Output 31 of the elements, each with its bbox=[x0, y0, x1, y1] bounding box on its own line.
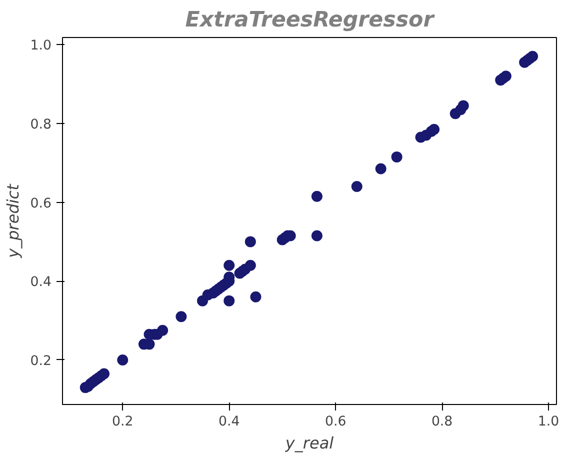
x-tick-label: 0.2 bbox=[112, 414, 134, 430]
point bbox=[117, 354, 128, 366]
point bbox=[500, 70, 512, 82]
point bbox=[391, 151, 402, 162]
y-tick-label: 0.4 bbox=[30, 275, 52, 290]
x-tick-label: 0.8 bbox=[431, 414, 453, 430]
y-tick-label: 0.8 bbox=[30, 117, 52, 132]
y-tick-label: 0.2 bbox=[30, 354, 52, 369]
point bbox=[311, 230, 322, 242]
point bbox=[176, 311, 187, 322]
point bbox=[351, 181, 362, 192]
point bbox=[98, 368, 110, 380]
point bbox=[244, 236, 256, 248]
point bbox=[244, 260, 256, 271]
x-tick-label: 0.6 bbox=[324, 414, 346, 430]
x-axis-title: y_real bbox=[284, 434, 334, 452]
point bbox=[224, 260, 235, 271]
point bbox=[250, 291, 262, 302]
y-axis-title: y_predict bbox=[3, 183, 22, 259]
point bbox=[224, 295, 235, 306]
point bbox=[311, 190, 322, 202]
point bbox=[157, 324, 168, 336]
x-tick-label: 0.4 bbox=[218, 414, 240, 430]
x-tick-label: 1.0 bbox=[538, 414, 560, 430]
y-tick-label: 0.6 bbox=[30, 196, 52, 212]
chart-title: ExtraTreesRegressor bbox=[185, 8, 436, 32]
point bbox=[428, 124, 440, 135]
y-tick-label: 1.0 bbox=[30, 38, 52, 54]
point bbox=[375, 163, 386, 174]
point bbox=[458, 100, 469, 112]
point bbox=[527, 50, 538, 62]
